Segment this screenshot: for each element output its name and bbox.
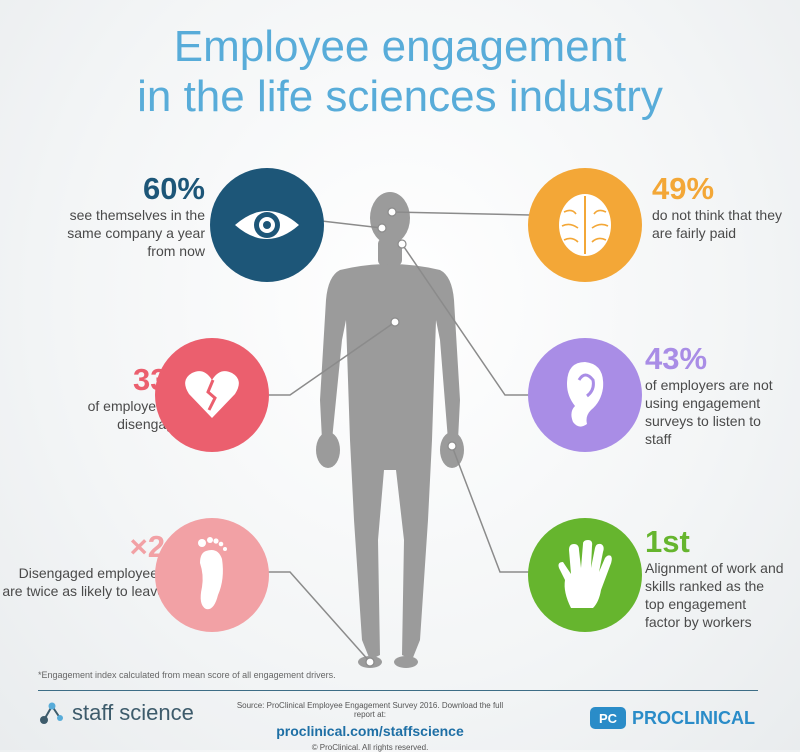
connector-dots xyxy=(365,207,457,667)
foot-icon xyxy=(198,537,227,610)
stat-eye-text: see themselves in the same company a yea… xyxy=(67,207,205,259)
hand-circle xyxy=(528,518,642,632)
stat-foot: ×2 Disengaged employees are twice as lik… xyxy=(0,530,165,600)
stat-hand-text: Alignment of work and skills ranked as t… xyxy=(645,560,784,630)
stat-brain: 49% do not think that they are fairly pa… xyxy=(652,172,782,242)
hand-icon xyxy=(558,540,612,608)
ear-icon xyxy=(567,362,604,427)
staff-science-logo: staff science xyxy=(38,700,194,726)
stat-ear-value: 43% xyxy=(645,341,708,376)
stat-eye: 60% see themselves in the same company a… xyxy=(40,172,205,260)
brain-circle xyxy=(528,168,642,282)
body-silhouette xyxy=(316,192,464,668)
brain-icon xyxy=(559,194,611,256)
proclinical-name: PROCLINICAL xyxy=(632,707,755,728)
ear-circle xyxy=(528,338,642,452)
stat-eye-value: 60% xyxy=(142,171,205,206)
stat-foot-text: Disengaged employees are twice as likely… xyxy=(2,565,165,599)
pc-badge: PC xyxy=(590,707,626,729)
title-line-2: in the life sciences industry xyxy=(137,72,663,121)
stat-hand: 1st Alignment of work and skills ranked … xyxy=(645,525,785,631)
broken-heart-icon xyxy=(185,371,239,418)
report-link[interactable]: proclinical.com/staffscience xyxy=(276,723,464,739)
stat-ear: 43% of employers are not using engagemen… xyxy=(645,342,785,448)
heart-circle xyxy=(155,338,269,452)
footer-divider xyxy=(38,690,758,691)
proclinical-logo: PC PROCLINICAL xyxy=(590,707,755,729)
page-title: Employee engagement in the life sciences… xyxy=(0,22,800,122)
stat-foot-value: ×2 xyxy=(129,529,165,564)
source-text: Source: ProClinical Employee Engagement … xyxy=(236,701,504,719)
eye-circle xyxy=(210,168,324,282)
stat-hand-value: 1st xyxy=(645,524,690,559)
stat-ear-text: of employers are not using engagement su… xyxy=(645,377,773,447)
footnote: *Engagement index calculated from mean s… xyxy=(38,670,336,680)
footer-source: Source: ProClinical Employee Engagement … xyxy=(230,701,510,752)
title-line-1: Employee engagement xyxy=(173,22,627,71)
copyright-text: © ProClinical. All rights reserved. xyxy=(311,743,429,752)
molecule-icon xyxy=(40,702,63,724)
foot-circle xyxy=(155,518,269,632)
staff-science-name: staff science xyxy=(72,700,194,725)
eye-icon xyxy=(235,211,299,239)
stat-brain-value: 49% xyxy=(652,171,715,206)
stat-brain-text: do not think that they are fairly paid xyxy=(652,207,782,241)
